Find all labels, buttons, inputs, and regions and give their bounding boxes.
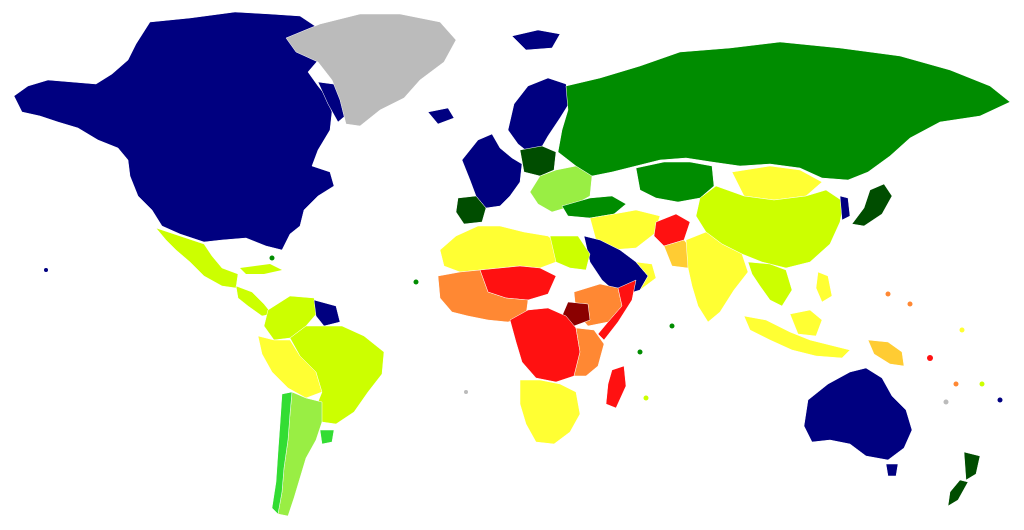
region-somalia[interactable]	[597, 279, 637, 341]
region-island-dot	[997, 397, 1003, 403]
region-island-dot	[413, 279, 419, 285]
region-caribbean[interactable]	[240, 264, 282, 274]
region-greenland[interactable]	[285, 13, 457, 127]
region-island-dot	[464, 390, 468, 394]
region-madagascar[interactable]	[605, 365, 627, 409]
region-russia[interactable]	[557, 41, 1011, 181]
region-australia[interactable]	[803, 367, 913, 461]
region-uruguay[interactable]	[319, 429, 335, 445]
region-japan[interactable]	[851, 183, 893, 227]
region-mexico[interactable]	[155, 227, 239, 289]
region-island-dot	[943, 399, 949, 405]
region-papua[interactable]	[867, 339, 905, 367]
region-oman-yemen[interactable]	[635, 261, 657, 291]
region-iceland[interactable]	[427, 107, 455, 125]
region-egypt[interactable]	[549, 235, 591, 271]
region-north-africa[interactable]	[439, 225, 561, 273]
region-central-america[interactable]	[235, 285, 273, 317]
region-island-dot	[953, 381, 959, 387]
region-korea[interactable]	[839, 195, 851, 221]
region-central-europe[interactable]	[519, 145, 557, 177]
region-island-dot	[979, 381, 985, 387]
region-new-zealand[interactable]	[963, 451, 981, 481]
region-new-zealand-south[interactable]	[947, 479, 969, 507]
region-east-africa[interactable]	[573, 327, 605, 377]
region-iberia[interactable]	[455, 195, 487, 225]
region-southern-africa[interactable]	[519, 379, 581, 445]
region-brazil[interactable]	[289, 325, 385, 425]
region-indonesia-borneo[interactable]	[789, 309, 823, 337]
region-island-dot	[669, 323, 675, 329]
region-island-dot	[907, 301, 913, 307]
region-guianas[interactable]	[313, 299, 341, 327]
region-turkey-caucasus[interactable]	[561, 195, 627, 219]
region-island-dot	[885, 291, 891, 297]
region-southeast-asia[interactable]	[747, 261, 793, 307]
region-island-dot	[959, 327, 965, 333]
region-island-dot	[643, 395, 649, 401]
region-chile[interactable]	[271, 391, 293, 515]
region-central-asia[interactable]	[635, 161, 715, 203]
region-island-dot	[637, 349, 643, 355]
region-tasmania[interactable]	[885, 463, 899, 477]
region-island-dot	[269, 255, 275, 261]
region-indonesia[interactable]	[743, 315, 851, 359]
region-north-america-usa-canada[interactable]	[511, 29, 561, 51]
region-philippines[interactable]	[815, 271, 833, 303]
region-north-america-usa-canada[interactable]	[13, 11, 335, 251]
region-india[interactable]	[685, 231, 749, 323]
region-island-dot	[44, 268, 48, 272]
region-island-dot	[927, 355, 933, 361]
